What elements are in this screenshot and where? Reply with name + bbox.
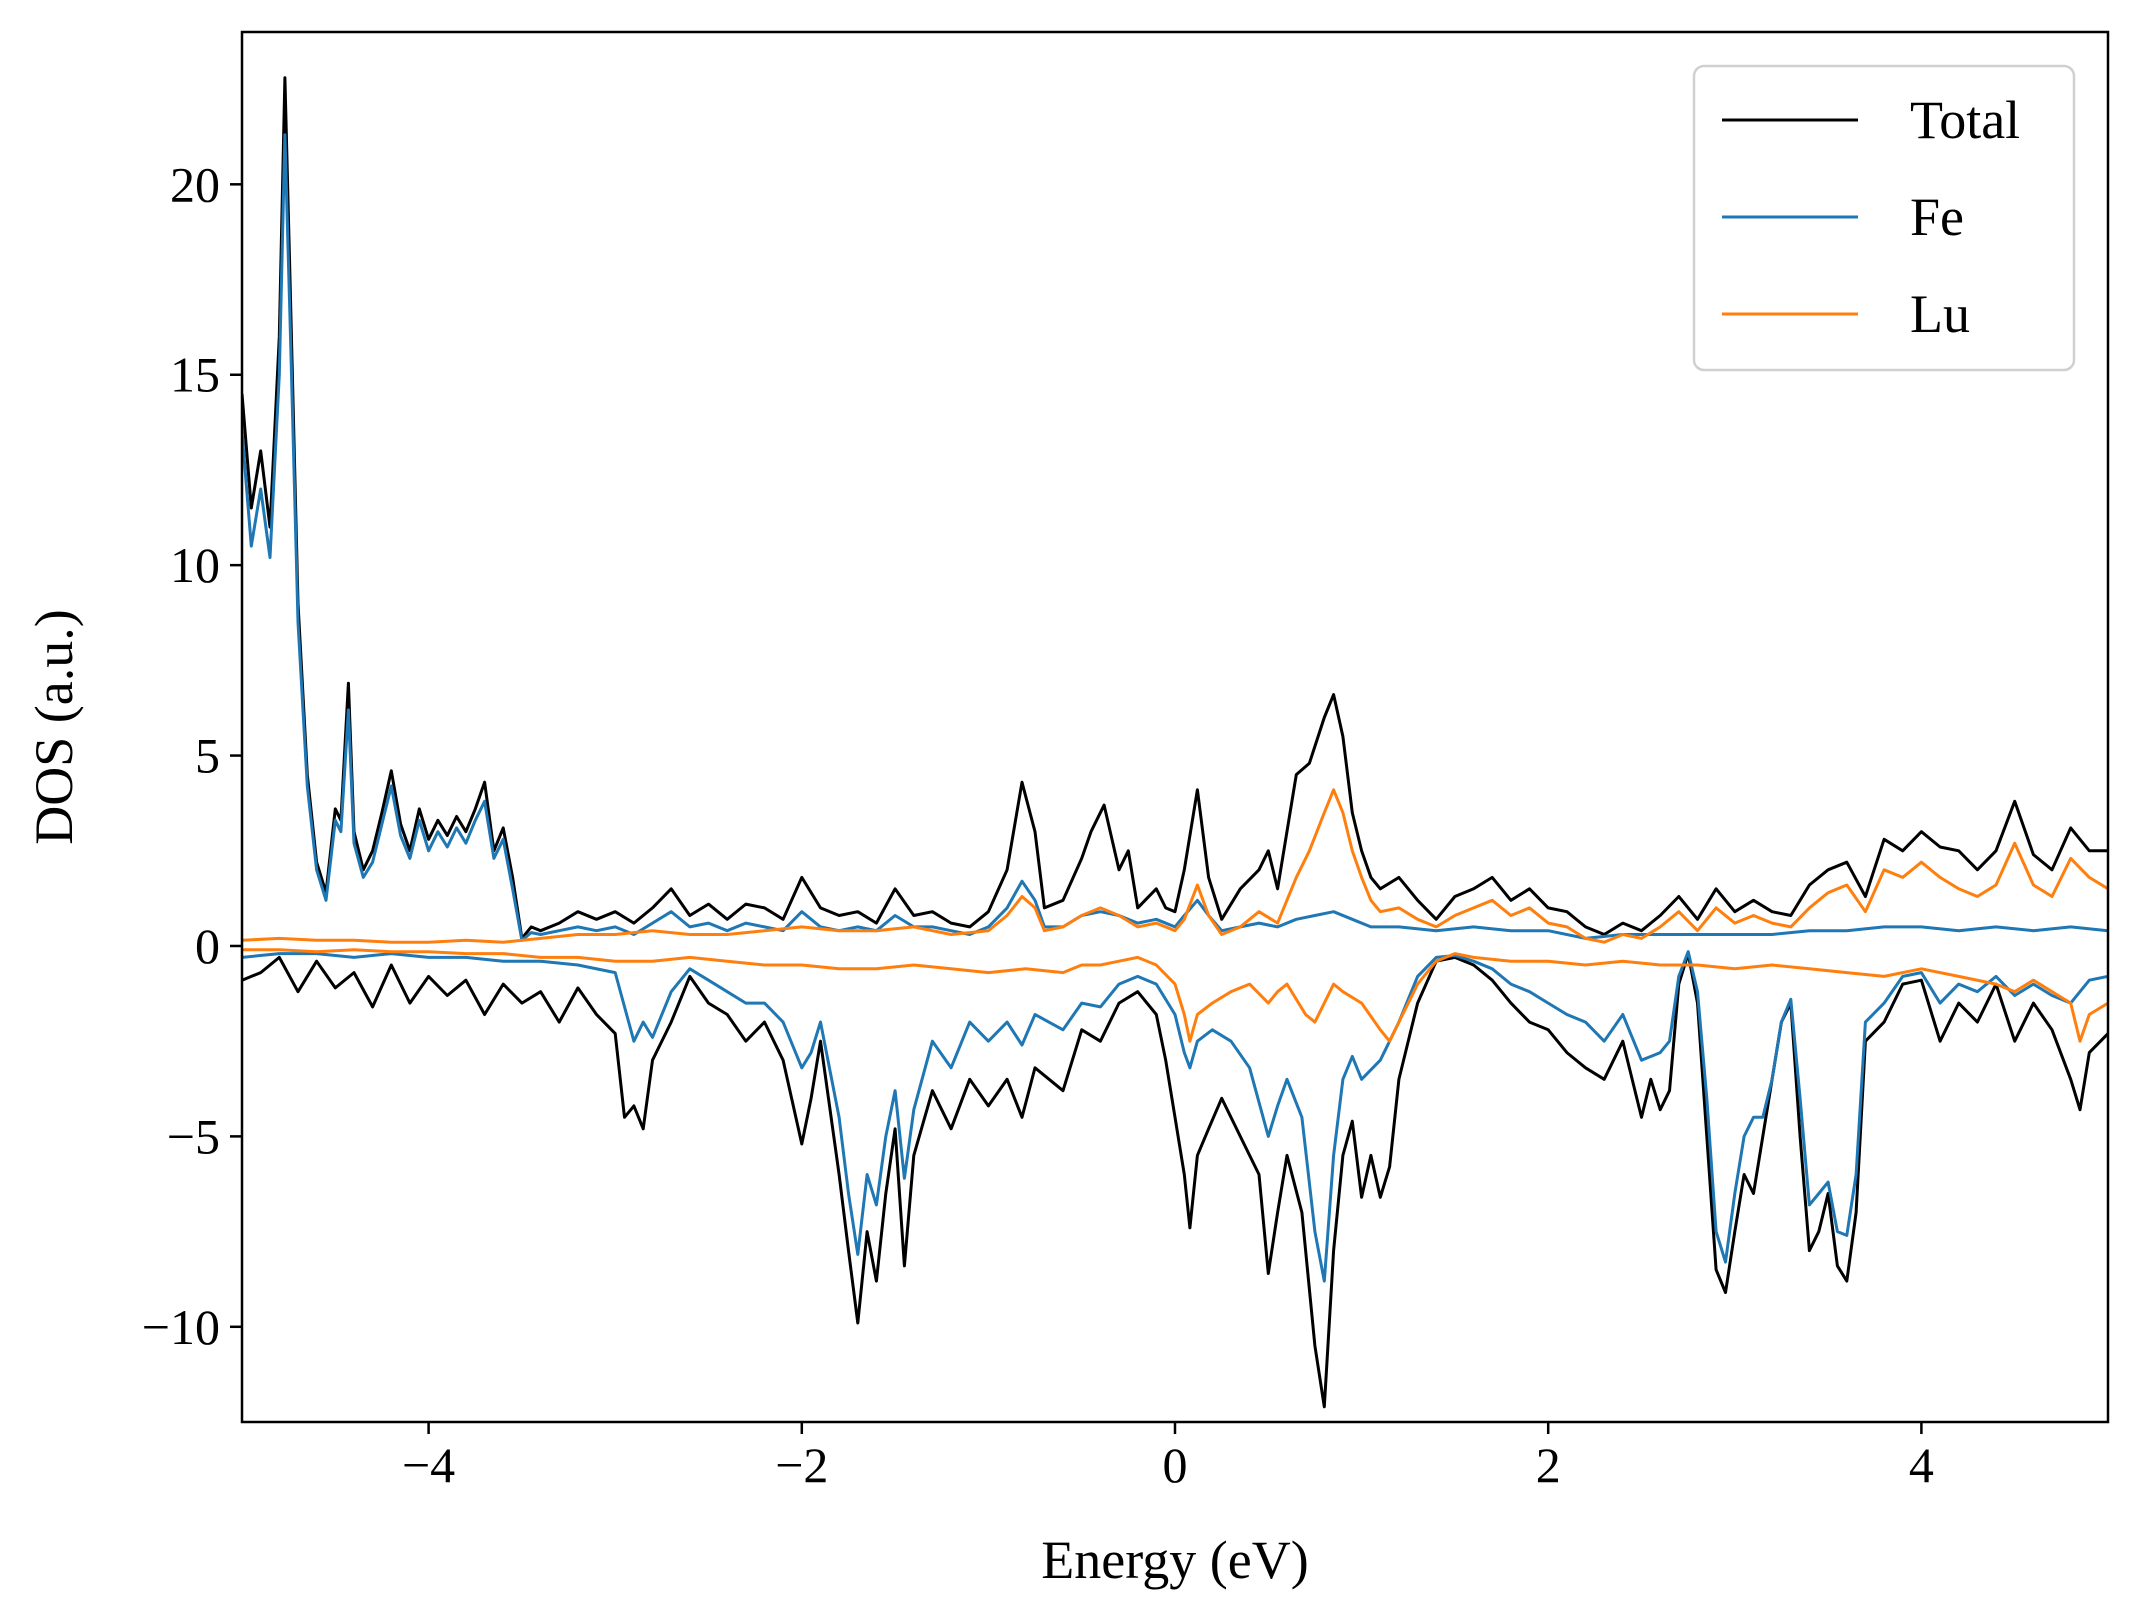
x-tick-label: 4 [1909, 1437, 1934, 1493]
legend-box [1692, 64, 2076, 372]
y-axis-title: DOS (a.u.) [24, 609, 84, 844]
y-tick-label: 15 [170, 347, 220, 403]
series-line-fe-spin-down [242, 950, 2108, 1283]
legend-label-lu: Lu [1910, 284, 1970, 344]
series-layer [242, 76, 2108, 1409]
y-tick-label: 0 [195, 918, 220, 974]
series-line-fe-spin-up [242, 133, 2108, 942]
legend-label-total: Total [1910, 90, 2020, 150]
y-tick-label: 5 [195, 728, 220, 784]
x-tick-label: −4 [402, 1437, 455, 1493]
x-tick-label: 0 [1163, 1437, 1188, 1493]
series-line-lu-spin-down [242, 948, 2108, 1043]
series-line-total-spin-up [242, 76, 2108, 940]
legend-label-fe: Fe [1910, 187, 1964, 247]
y-tick-label: 10 [170, 537, 220, 593]
y-tick-label: 20 [170, 156, 220, 212]
series-line-lu-spin-up [242, 788, 2108, 944]
ticks-layer: −4 −2 0 2 4 −10 −5 0 5 10 15 20 [142, 156, 1934, 1493]
x-tick-label: 2 [1536, 1437, 1561, 1493]
legend: Total Fe Lu [1692, 64, 2076, 372]
x-tick-label: −2 [775, 1437, 828, 1493]
y-tick-label: −10 [142, 1299, 220, 1355]
y-tick-label: −5 [167, 1108, 220, 1164]
x-axis-title: Energy (eV) [1041, 1530, 1308, 1590]
